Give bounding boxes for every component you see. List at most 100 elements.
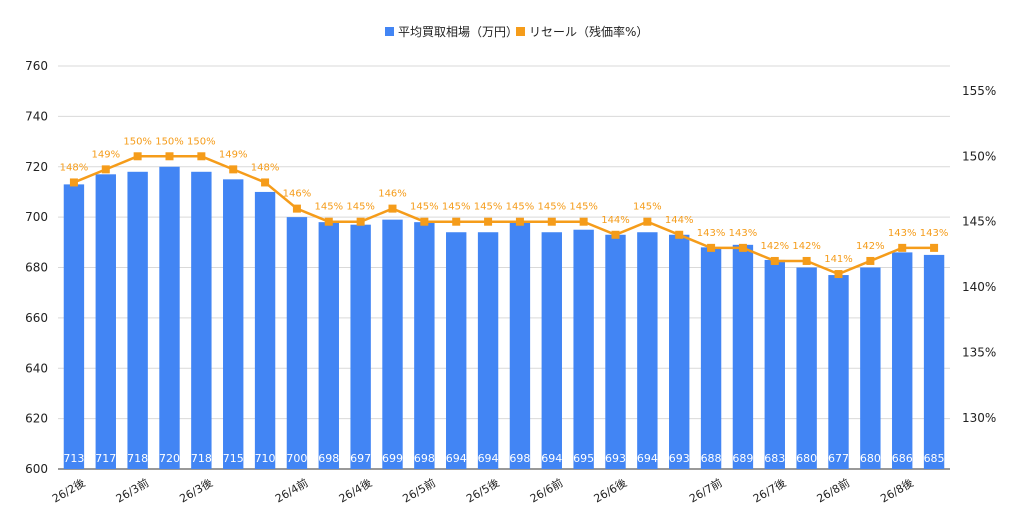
y-left-tick-label: 640 [25, 361, 48, 375]
line-point [866, 256, 875, 265]
bar [254, 191, 276, 469]
line-value-label: 150% [155, 136, 184, 147]
bar [637, 232, 658, 469]
line-value-label: 143% [920, 228, 949, 239]
y-left-tick-label: 660 [25, 311, 48, 325]
line-value-label: 148% [251, 162, 280, 173]
bar-value-label: 700 [286, 452, 307, 465]
line-point [324, 217, 333, 226]
bar [446, 232, 467, 469]
bar [63, 184, 85, 469]
bar-value-label: 715 [223, 452, 244, 465]
y-left-tick-label: 600 [25, 462, 48, 476]
line-point [420, 217, 429, 226]
bar [860, 267, 881, 469]
x-tick-label: 26/3後 [177, 475, 215, 505]
bar-value-label: 698 [509, 452, 530, 465]
line-value-label: 145% [410, 202, 439, 213]
x-axis: 26/2後 26/3前 26/3後 26/4前 26/4後 26/5前 26/5後 26/6前… [50, 475, 916, 505]
line-series [69, 152, 939, 279]
legend-swatch-line [516, 27, 525, 36]
legend-swatch-bar [385, 27, 394, 36]
y-right-tick-label: 140% [962, 280, 996, 294]
line-value-label: 142% [792, 241, 821, 252]
line-point [197, 152, 206, 161]
line-point [356, 217, 365, 226]
line-point [770, 256, 779, 265]
line-data-labels: 148%149%150% 150% 150%149%148%146%145% 145%… [60, 136, 949, 265]
x-tick-label: 26/7後 [750, 475, 788, 505]
bar-value-label: 698 [318, 452, 339, 465]
bar [159, 166, 180, 469]
line-value-label: 145% [537, 202, 566, 213]
line-point [515, 217, 524, 226]
y-right-tick-label: 150% [962, 149, 996, 163]
line-value-label: 145% [442, 202, 471, 213]
line-value-label: 143% [697, 228, 726, 239]
line-value-label: 145% [314, 202, 343, 213]
line-value-label: 142% [856, 241, 885, 252]
x-tick-label: 26/5後 [464, 475, 502, 505]
line-point [69, 178, 78, 187]
x-tick-label: 26/4前 [273, 475, 311, 505]
line-point [707, 243, 716, 252]
line-value-label: 144% [665, 215, 694, 226]
x-tick-label: 26/4後 [336, 475, 374, 505]
legend: 平均買取相場（万円） リセール（残価率%） [385, 24, 648, 39]
line-point [452, 217, 461, 226]
bar [414, 222, 435, 469]
line-value-label: 145% [474, 202, 503, 213]
bar-value-label: 686 [892, 452, 913, 465]
line-value-label: 145% [506, 202, 535, 213]
line-value-label: 150% [187, 136, 216, 147]
line-value-label: 141% [824, 254, 853, 265]
bar [509, 222, 531, 469]
bar [732, 244, 754, 469]
bar [828, 275, 849, 469]
bar-value-label: 683 [764, 452, 785, 465]
line-value-label: 150% [123, 136, 152, 147]
line-point [898, 243, 907, 252]
line-point [547, 217, 556, 226]
line-value-label: 146% [283, 189, 312, 200]
bar-value-label: 693 [669, 452, 690, 465]
y-left-tick-label: 700 [25, 210, 48, 224]
y-right-tick-label: 130% [962, 411, 996, 425]
bar-value-label: 718 [191, 452, 212, 465]
y-right-tick-label: 135% [962, 346, 996, 360]
bar [669, 234, 690, 469]
line-value-label: 143% [729, 228, 758, 239]
y-left-tick-label: 760 [25, 59, 48, 73]
bar-value-label: 677 [828, 452, 849, 465]
line-point [133, 152, 142, 161]
y-right-tick-label: 155% [962, 84, 996, 98]
line-value-label: 145% [346, 202, 375, 213]
line-point [484, 217, 493, 226]
line-point [834, 270, 843, 279]
bar-value-label: 694 [446, 452, 467, 465]
line-point [229, 165, 238, 174]
bar-value-label: 693 [605, 452, 626, 465]
y-left-tick-label: 720 [25, 160, 48, 174]
line-value-label: 142% [760, 241, 789, 252]
bar [223, 179, 244, 469]
bar-value-label: 689 [732, 452, 753, 465]
x-tick-label: 26/8後 [878, 475, 916, 505]
bar-value-label: 697 [350, 452, 371, 465]
x-tick-label: 26/3前 [113, 475, 151, 505]
bar-value-label: 680 [860, 452, 881, 465]
line-point [101, 165, 110, 174]
bar-value-label: 694 [637, 452, 658, 465]
line-value-label: 146% [378, 189, 407, 200]
bar-value-label: 720 [159, 452, 180, 465]
line-point [388, 204, 397, 213]
bar-value-label: 718 [127, 452, 148, 465]
y-axis-left: 600 620 640 660 680 700 720 740 760 [25, 59, 48, 476]
line-value-label: 144% [601, 215, 630, 226]
line-point [261, 178, 270, 187]
bar [923, 254, 945, 469]
line-value-label: 149% [91, 149, 120, 160]
line-point [579, 217, 588, 226]
bar-value-label: 694 [541, 452, 562, 465]
